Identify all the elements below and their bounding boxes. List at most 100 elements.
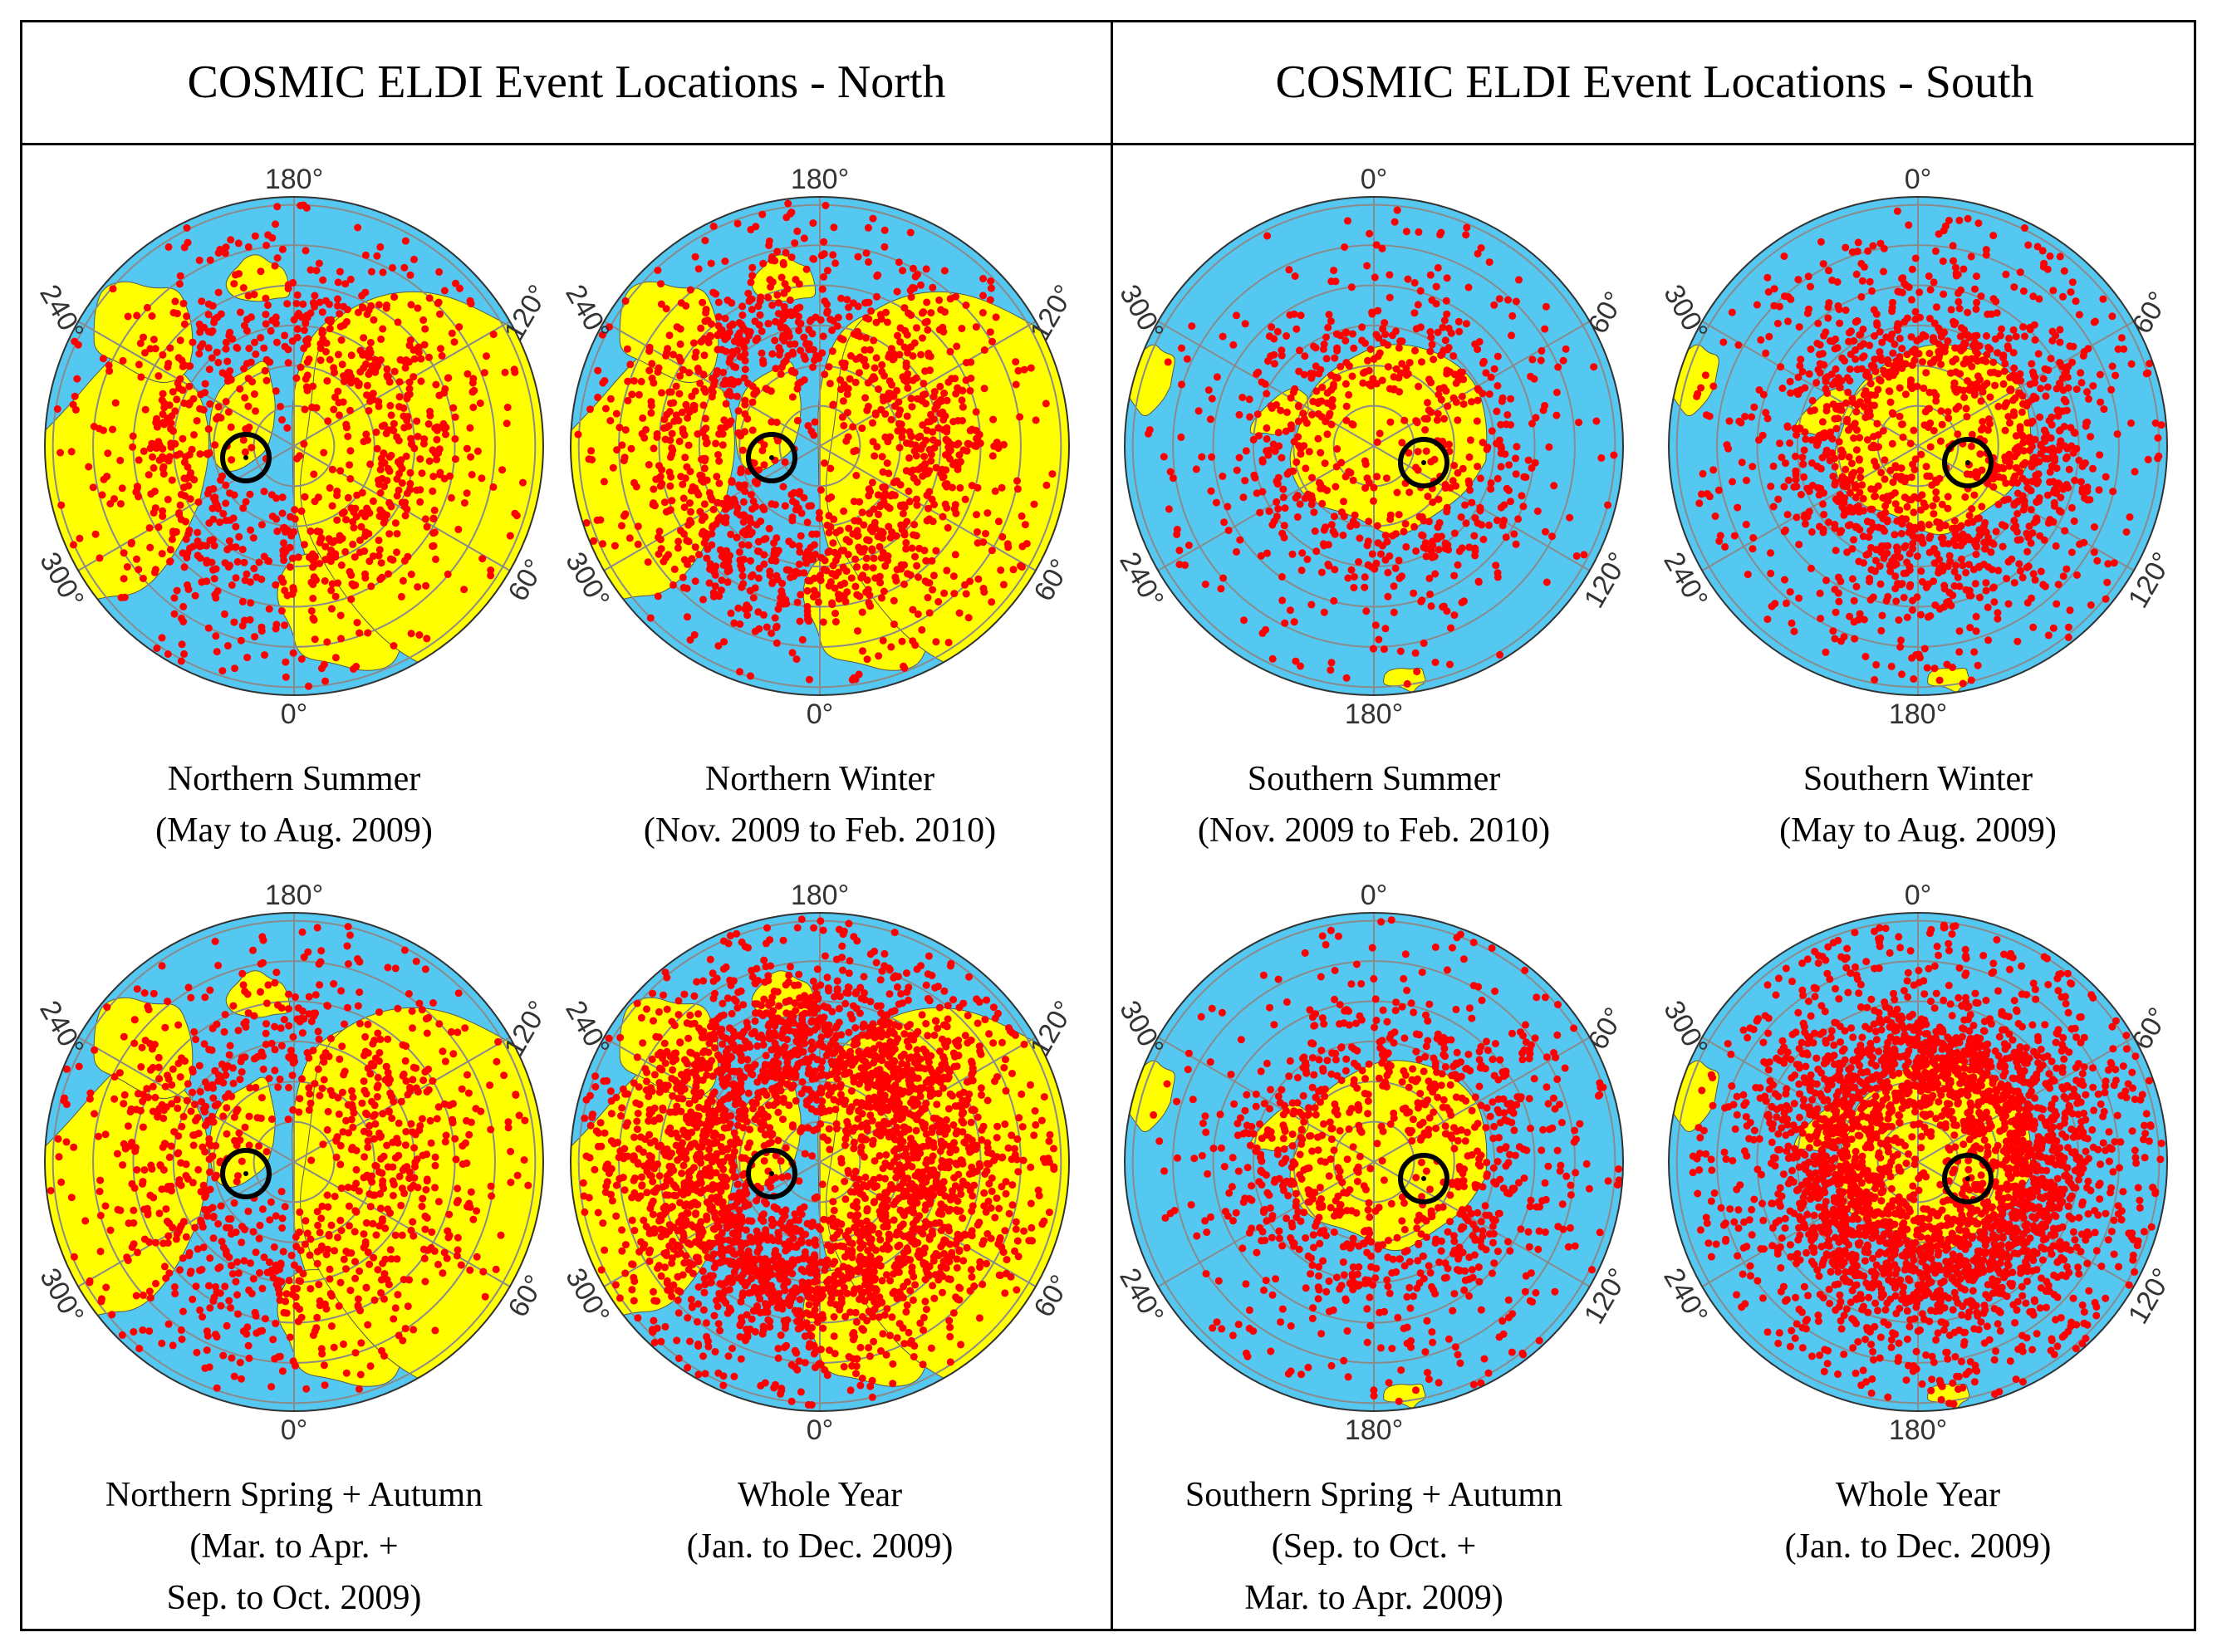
event-point xyxy=(1968,430,1976,439)
event-point xyxy=(1932,488,1940,496)
event-point xyxy=(900,662,908,670)
longitude-label: 0° xyxy=(1905,164,1932,195)
event-point xyxy=(721,314,729,322)
event-point xyxy=(1824,303,1832,311)
event-point xyxy=(1868,287,1876,295)
event-point xyxy=(184,530,193,537)
event-point xyxy=(2004,495,2012,503)
event-point xyxy=(244,1009,253,1017)
event-point xyxy=(1405,359,1414,367)
event-point xyxy=(1018,512,1026,520)
event-point xyxy=(359,303,367,311)
event-point xyxy=(745,297,753,306)
event-point xyxy=(119,356,127,365)
event-point xyxy=(2020,502,2028,510)
event-point xyxy=(858,424,866,433)
event-point xyxy=(601,404,610,413)
event-point xyxy=(214,288,223,297)
event-point xyxy=(1384,363,1392,371)
event-point xyxy=(939,426,948,434)
event-point xyxy=(1384,341,1392,349)
event-point xyxy=(140,333,147,341)
event-point xyxy=(1542,527,1549,536)
event-point xyxy=(1345,390,1353,399)
event-point xyxy=(612,409,620,418)
event-point xyxy=(315,1035,323,1043)
figure-frame: COSMIC ELDI Event Locations - North COSM… xyxy=(20,20,2196,1631)
event-point xyxy=(1793,483,1801,491)
event-point xyxy=(1575,419,1583,427)
event-point xyxy=(203,542,210,550)
event-point xyxy=(1880,267,1887,276)
event-point xyxy=(1866,577,1874,586)
event-point xyxy=(748,398,757,406)
event-point xyxy=(1429,542,1437,550)
event-point xyxy=(878,594,885,602)
event-point xyxy=(851,555,860,563)
event-point xyxy=(261,366,269,375)
event-point xyxy=(939,328,948,336)
event-point xyxy=(954,465,962,473)
event-point xyxy=(53,405,61,413)
event-point xyxy=(1889,349,1897,357)
event-point xyxy=(123,563,131,571)
event-point xyxy=(429,514,438,522)
event-point xyxy=(240,558,248,566)
event-point xyxy=(869,438,877,446)
event-point xyxy=(1312,547,1321,556)
event-point xyxy=(1318,499,1327,507)
event-point xyxy=(1273,477,1281,485)
event-point xyxy=(838,413,846,421)
event-point xyxy=(1378,542,1386,550)
event-point xyxy=(470,386,478,395)
event-point xyxy=(452,279,459,287)
event-point xyxy=(1450,571,1459,580)
event-point xyxy=(1820,434,1828,442)
event-point xyxy=(346,1287,355,1295)
event-point xyxy=(699,401,708,409)
event-point xyxy=(1350,584,1358,591)
event-point xyxy=(1716,532,1724,540)
event-point xyxy=(1508,311,1517,320)
event-point xyxy=(721,505,729,513)
event-point xyxy=(356,988,364,997)
event-point xyxy=(1924,404,1932,413)
event-point xyxy=(1966,624,1974,632)
event-point xyxy=(858,508,866,517)
event-point xyxy=(164,998,172,1006)
event-point xyxy=(203,577,211,586)
event-point xyxy=(390,293,399,301)
map-border xyxy=(1668,196,2168,696)
event-point xyxy=(230,280,238,288)
event-point xyxy=(1938,500,1946,508)
event-point xyxy=(2096,370,2104,379)
event-point xyxy=(1324,323,1332,331)
event-point xyxy=(1327,371,1335,380)
event-point xyxy=(2093,556,2102,565)
event-point xyxy=(829,251,837,259)
event-point xyxy=(110,495,118,503)
event-point xyxy=(672,382,680,390)
event-point xyxy=(361,528,370,537)
event-point xyxy=(397,592,405,601)
event-point xyxy=(1290,618,1298,626)
event-point xyxy=(1741,413,1749,420)
event-point xyxy=(1513,443,1521,451)
event-point xyxy=(676,340,684,348)
event-point xyxy=(1395,556,1403,565)
event-point xyxy=(199,406,208,414)
event-point xyxy=(818,349,826,357)
event-point xyxy=(308,403,316,411)
event-point xyxy=(201,380,209,388)
event-point xyxy=(1866,407,1874,415)
event-point xyxy=(346,447,355,455)
event-point xyxy=(365,353,372,361)
event-point xyxy=(1418,358,1425,366)
event-point xyxy=(666,482,674,490)
event-point xyxy=(519,478,527,487)
event-point xyxy=(1289,467,1297,475)
event-point xyxy=(703,476,711,484)
event-point xyxy=(1233,311,1240,320)
event-point xyxy=(2155,452,2163,460)
event-point xyxy=(683,584,691,592)
